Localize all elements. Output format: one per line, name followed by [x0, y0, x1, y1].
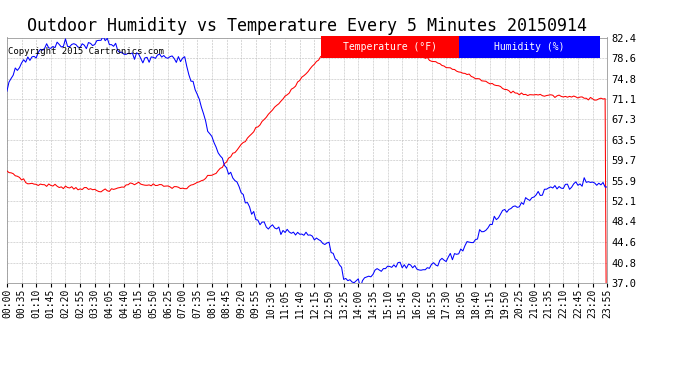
Text: Copyright 2015 Cartronics.com: Copyright 2015 Cartronics.com	[8, 47, 164, 56]
Text: Temperature (°F): Temperature (°F)	[343, 42, 437, 52]
Title: Outdoor Humidity vs Temperature Every 5 Minutes 20150914: Outdoor Humidity vs Temperature Every 5 …	[27, 16, 587, 34]
Text: Humidity (%): Humidity (%)	[494, 42, 565, 52]
